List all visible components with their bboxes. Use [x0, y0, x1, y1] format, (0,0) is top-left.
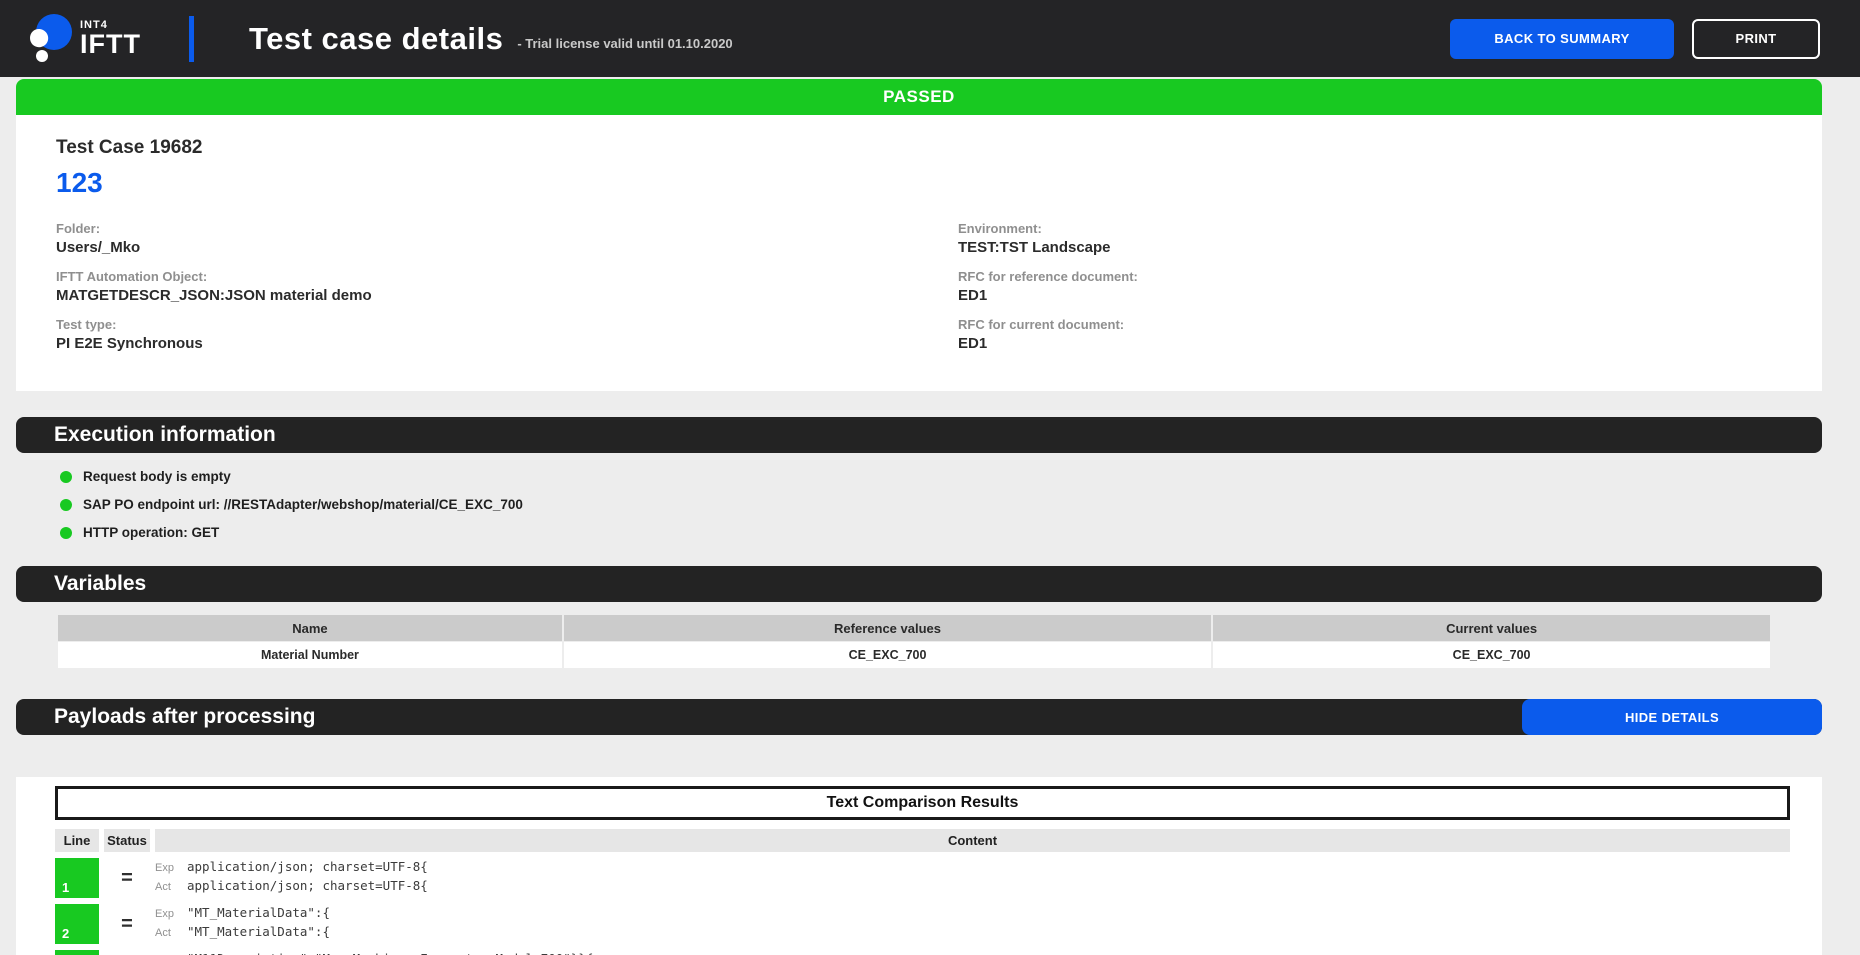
actual-line: Act "MT_MaterialData":{: [155, 924, 1790, 943]
column-header-status: Status: [104, 829, 150, 852]
logo-text-large: IFTT: [80, 28, 141, 59]
status-equal-icon: =: [121, 912, 133, 935]
back-to-summary-button[interactable]: BACK TO SUMMARY: [1450, 18, 1674, 59]
status-dot-icon: [60, 526, 72, 539]
field-label: Folder:: [56, 221, 101, 236]
column-header-current: Current values: [1213, 615, 1770, 641]
line-number-badge: 1: [55, 858, 99, 898]
column-header-line: Line: [55, 829, 99, 852]
field-label: Environment:: [958, 221, 1042, 236]
int4-iftt-logo: INT4 IFTT: [28, 13, 141, 65]
trial-license-note: - Trial license valid until 01.10.2020: [517, 36, 733, 51]
actual-label: Act: [155, 881, 171, 893]
field-value: PI E2E Synchronous: [56, 335, 203, 352]
field-test-type: Test type: PI E2E Synchronous: [56, 317, 958, 352]
column-header-name: Name: [58, 615, 562, 641]
field-value: TEST:TST Landscape: [958, 239, 1111, 256]
text-comparison-title: Text Comparison Results: [55, 786, 1790, 820]
field-rfc-current: RFC for current document: ED1: [958, 317, 1782, 352]
test-case-fields: Folder: Users/_Mko Environment: TEST:TST…: [56, 221, 1782, 365]
expected-line: Exp application/json; charset=UTF-8{: [155, 859, 1790, 878]
header-divider: [188, 15, 194, 62]
status-equal-icon: =: [104, 950, 150, 955]
execution-item: HTTP operation: GET: [60, 525, 1822, 540]
variables-header-row: Name Reference values Current values: [58, 615, 1770, 641]
status-equal-icon: =: [121, 866, 133, 889]
field-value: Users/_Mko: [56, 239, 141, 256]
comparison-content: Exp application/json; charset=UTF-8{ Act…: [155, 858, 1790, 898]
status-banner: PASSED: [16, 79, 1822, 115]
actual-text: "MT_MaterialData":{: [187, 924, 330, 939]
field-label: RFC for reference document:: [958, 269, 1138, 284]
column-header-reference: Reference values: [563, 615, 1212, 641]
section-title: Payloads after processing: [54, 705, 316, 728]
app-header: INT4 IFTT Test case details - Trial lice…: [0, 0, 1860, 77]
comparison-content: Exp "MT_MaterialData":{ Act "MT_Material…: [155, 904, 1790, 944]
status-dot-icon: [60, 498, 72, 511]
logo-text-small: INT4: [80, 18, 108, 31]
actual-line: Act application/json; charset=UTF-8{: [155, 878, 1790, 897]
variables-table: Name Reference values Current values Mat…: [56, 614, 1772, 669]
field-label: IFTT Automation Object:: [56, 269, 208, 284]
column-header-content: Content: [155, 829, 1790, 852]
field-value: ED1: [958, 335, 988, 352]
expected-label: Exp: [155, 862, 174, 874]
execution-list: Request body is empty SAP PO endpoint ur…: [60, 469, 1822, 540]
expected-line: Exp "MT_MaterialData":{: [155, 905, 1790, 924]
line-number-badge: 2: [55, 904, 99, 944]
hide-details-button[interactable]: HIDE DETAILS: [1522, 699, 1822, 735]
section-title: Execution information: [54, 423, 276, 446]
line-number-badge: 3: [55, 950, 99, 955]
logo-text: INT4 IFTT: [80, 18, 141, 59]
variable-name: Material Number: [58, 642, 562, 668]
field-rfc-reference: RFC for reference document: ED1: [958, 269, 1782, 304]
field-value: MATGETDESCR_JSON:JSON material demo: [56, 287, 372, 304]
print-button[interactable]: PRINT: [1692, 18, 1820, 59]
execution-item-text: HTTP operation: GET: [83, 525, 220, 540]
table-row: Material Number CE_EXC_700 CE_EXC_700: [58, 642, 1770, 668]
expected-text: "MT_MaterialData":{: [187, 905, 330, 920]
execution-item-text: Request body is empty: [83, 469, 231, 484]
test-case-card: Test Case 19682 123 Folder: Users/_Mko E…: [16, 115, 1822, 391]
field-folder: Folder: Users/_Mko: [56, 221, 958, 256]
expected-text: application/json; charset=UTF-8{: [187, 859, 428, 874]
variables-header: Variables: [16, 566, 1822, 602]
int4-logo-icon: [28, 13, 74, 65]
section-title: Variables: [54, 572, 147, 595]
actual-text: application/json; charset=UTF-8{: [187, 878, 428, 893]
comparison-header-row: Line Status Content: [55, 829, 1790, 852]
comparison-content: Exp "M11Description":"MegaMachines Excav…: [155, 950, 1790, 955]
expected-line: Exp "M11Description":"MegaMachines Excav…: [155, 951, 1790, 955]
field-environment: Environment: TEST:TST Landscape: [958, 221, 1782, 256]
text-comparison-card: Text Comparison Results Line Status Cont…: [16, 777, 1822, 955]
execution-information-header: Execution information: [16, 417, 1822, 453]
variable-reference-value: CE_EXC_700: [563, 642, 1212, 668]
execution-item: SAP PO endpoint url: //RESTAdapter/websh…: [60, 497, 1822, 512]
field-automation-object: IFTT Automation Object: MATGETDESCR_JSON…: [56, 269, 958, 304]
comparison-row: 1 = Exp application/json; charset=UTF-8{…: [55, 858, 1790, 898]
expected-text: "M11Description":"MegaMachines Excavator…: [187, 951, 593, 955]
page-title: Test case details: [248, 20, 504, 56]
comparison-row: 3 = Exp "M11Description":"MegaMachines E…: [55, 950, 1790, 955]
actual-label: Act: [155, 927, 171, 939]
comparison-row: 2 = Exp "MT_MaterialData":{ Act "MT_Mate…: [55, 904, 1790, 944]
execution-item: Request body is empty: [60, 469, 1822, 484]
variable-current-value: CE_EXC_700: [1213, 642, 1770, 668]
payloads-header: Payloads after processing HIDE DETAILS: [16, 699, 1822, 735]
expected-label: Exp: [155, 908, 174, 920]
execution-item-text: SAP PO endpoint url: //RESTAdapter/websh…: [83, 497, 523, 512]
field-value: ED1: [958, 287, 988, 304]
field-label: Test type:: [56, 317, 117, 332]
status-dot-icon: [60, 470, 72, 483]
field-label: RFC for current document:: [958, 317, 1125, 332]
test-case-name: 123: [56, 167, 103, 198]
main-content: PASSED Test Case 19682 123 Folder: Users…: [16, 79, 1822, 955]
test-case-title: Test Case 19682: [56, 137, 203, 158]
